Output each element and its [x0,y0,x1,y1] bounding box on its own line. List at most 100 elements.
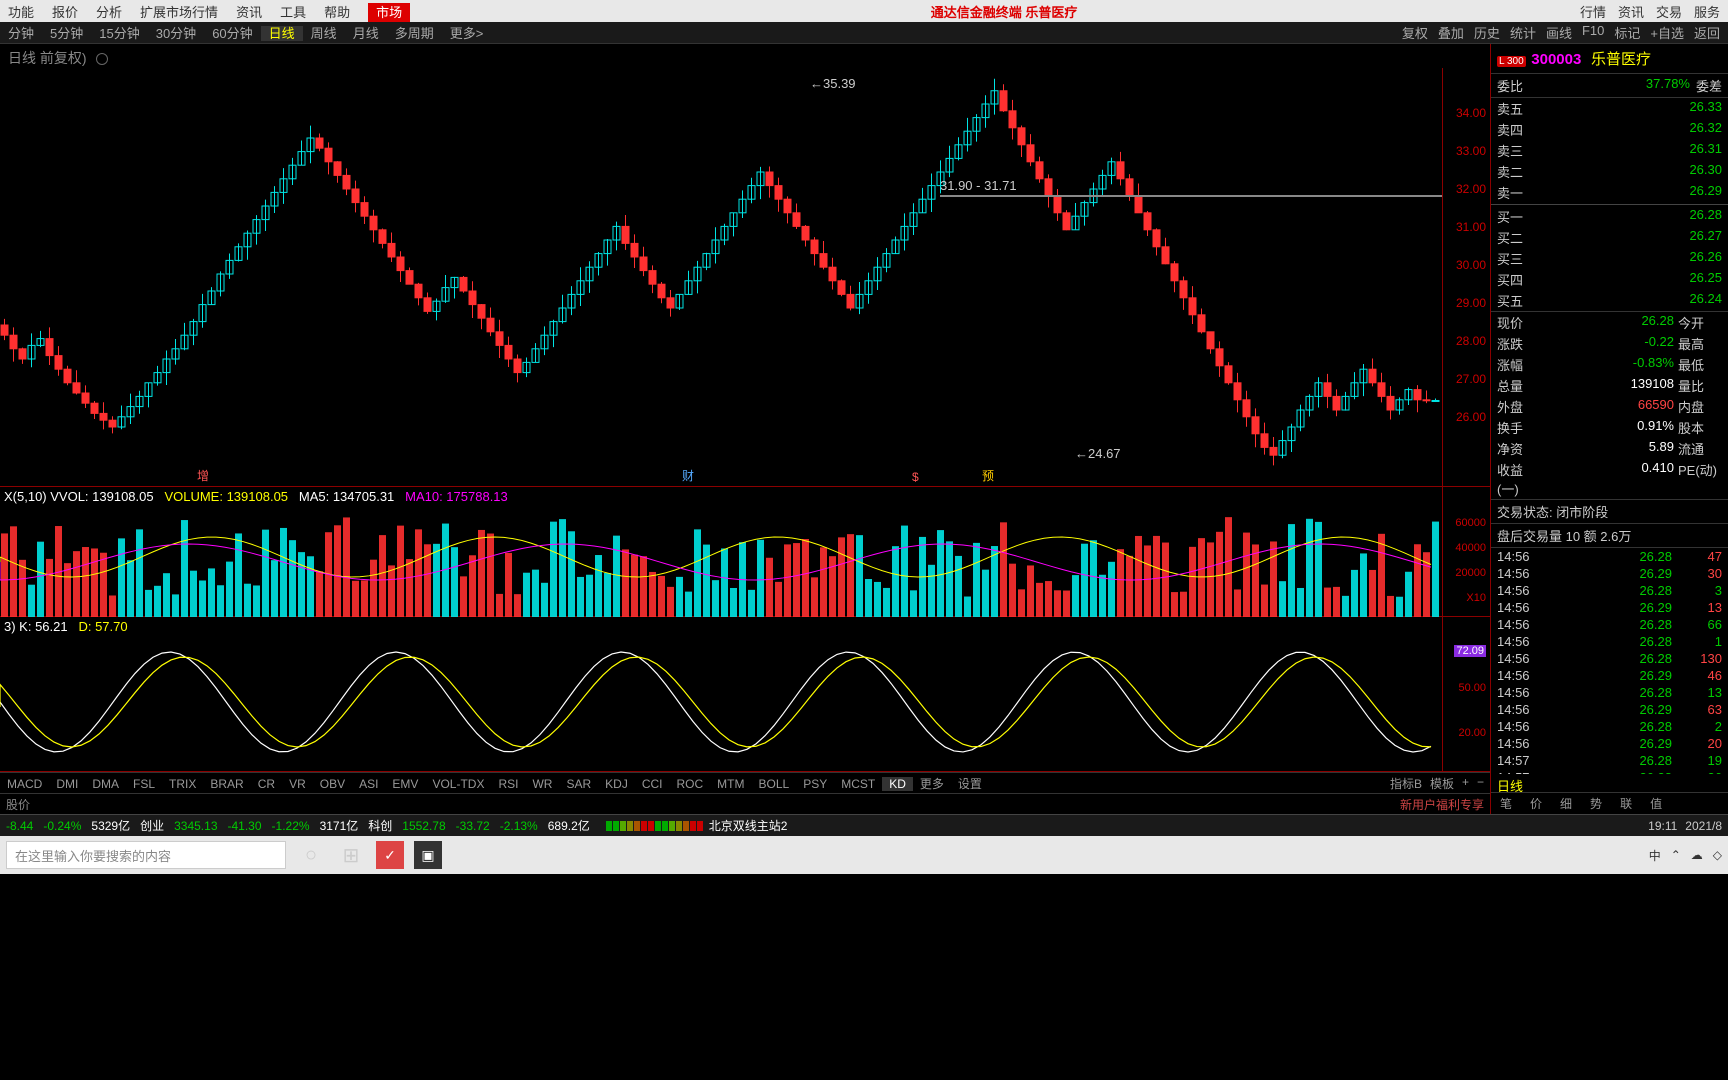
topbtn-交易[interactable]: 交易 [1656,2,1682,21]
tool-+自选[interactable]: +自选 [1650,23,1684,42]
menu-工具[interactable]: 工具 [280,5,306,20]
tool-历史[interactable]: 历史 [1474,23,1500,42]
yaxis-label: 28.00 [1456,334,1486,348]
indicator-MTM[interactable]: MTM [710,777,751,791]
topbtn-服务[interactable]: 服务 [1694,2,1720,21]
ind-right-+[interactable]: + [1462,775,1469,792]
indicator-ROC[interactable]: ROC [670,777,711,791]
indicator-FSL[interactable]: FSL [126,777,162,791]
cortana-icon[interactable]: ○ [296,840,326,870]
rp-tab-细[interactable]: 细 [1551,795,1581,812]
price-high-label: ←35.39 [810,76,856,91]
indicator-DMI[interactable]: DMI [49,777,85,791]
tray-icon[interactable]: ⌃ [1671,848,1681,862]
tf-月线[interactable]: 月线 [345,26,387,41]
app-icon-2[interactable]: ▣ [414,841,442,869]
system-tray[interactable]: 中 ⌃ ☁ ◇ [1649,847,1722,864]
yaxis-label: 30.00 [1456,258,1486,272]
indicator-设置[interactable]: 设置 [951,777,989,791]
ind-right-指标B[interactable]: 指标B [1390,775,1422,792]
stock-code[interactable]: 300003 [1531,51,1581,68]
indicator-TRIX[interactable]: TRIX [162,777,203,791]
tool-复权[interactable]: 复权 [1402,23,1428,42]
rp-tab-值[interactable]: 值 [1641,795,1671,812]
info-icon[interactable] [96,53,108,65]
rp-tab-笔[interactable]: 笔 [1491,795,1521,812]
indicator-BOLL[interactable]: BOLL [752,777,797,791]
tf-日线[interactable]: 日线 [261,26,303,41]
tick-row: 14:5626.2813 [1491,684,1728,701]
menu-报价[interactable]: 报价 [52,5,78,20]
search-input[interactable]: 在这里输入你要搜索的内容 [6,841,286,869]
indicator-BRAR[interactable]: BRAR [203,777,250,791]
heatmap-icon[interactable] [606,821,703,831]
indicator-OBV[interactable]: OBV [313,777,352,791]
tf-15分钟[interactable]: 15分钟 [91,26,147,41]
tray-icon[interactable]: ☁ [1691,848,1703,862]
tf-30分钟[interactable]: 30分钟 [148,26,204,41]
bid-row: 买一26.28 [1491,206,1728,227]
indicator-EMV[interactable]: EMV [385,777,425,791]
tf-多周期[interactable]: 多周期 [387,26,442,41]
event-marker[interactable]: $ [910,470,921,484]
footer-item: -33.72 [456,819,490,833]
menu-帮助[interactable]: 帮助 [324,5,350,20]
tool-叠加[interactable]: 叠加 [1438,23,1464,42]
ask-row: 卖三26.31 [1491,140,1728,161]
rp-tab-联[interactable]: 联 [1611,795,1641,812]
candlestick-panel[interactable]: ←35.39 ←24.67 31.90 - 31.71 34.0033.0032… [0,68,1490,487]
tf-60分钟[interactable]: 60分钟 [204,26,260,41]
ind-right-模板[interactable]: 模板 [1430,775,1454,792]
tool-统计[interactable]: 统计 [1510,23,1536,42]
horizontal-line[interactable] [940,195,1442,197]
indicator-KD[interactable]: KD [882,777,913,791]
app-icon-1[interactable]: ✓ [376,841,404,869]
tf-更多>[interactable]: 更多> [442,26,492,41]
volume-panel[interactable]: X(5,10) VVOL: 139108.05 VOLUME: 139108.0… [0,487,1490,617]
tray-icon[interactable]: 中 [1649,847,1661,864]
tf-分钟[interactable]: 分钟 [0,26,42,41]
stock-name[interactable]: 乐普医疗 [1591,51,1651,68]
topbtn-资讯[interactable]: 资讯 [1618,2,1644,21]
task-view-icon[interactable]: ⊞ [336,840,366,870]
tick-list[interactable]: 14:5626.284714:5626.293014:5626.28314:56… [1491,548,1728,774]
indicator-WR[interactable]: WR [525,777,559,791]
indicator-VOL-TDX[interactable]: VOL-TDX [425,777,491,791]
indicator-ASI[interactable]: ASI [352,777,385,791]
ind-right-−[interactable]: − [1477,775,1484,792]
indicator-MCST[interactable]: MCST [834,777,882,791]
menu-扩展市场行情[interactable]: 扩展市场行情 [140,5,218,20]
tool-画线[interactable]: 画线 [1546,23,1572,42]
indicator-KDJ[interactable]: KDJ [598,777,635,791]
indicator-RSI[interactable]: RSI [491,777,525,791]
topbtn-行情[interactable]: 行情 [1580,2,1606,21]
menu-market[interactable]: 市场 [368,3,410,22]
yaxis-label: 31.00 [1456,220,1486,234]
promo-link[interactable]: 新用户福利专享 [1400,796,1484,813]
tf-周线[interactable]: 周线 [303,26,345,41]
event-marker[interactable]: 财 [680,467,696,484]
tf-5分钟[interactable]: 5分钟 [42,26,91,41]
event-marker[interactable]: 增 [195,467,211,484]
kd-panel[interactable]: 3) K: 56.21 D: 57.70 72.0950.0020.00 [0,617,1490,772]
tool-标记[interactable]: 标记 [1614,23,1640,42]
tool-F10[interactable]: F10 [1582,23,1604,42]
footer-item: 3345.13 [174,819,217,833]
tool-返回[interactable]: 返回 [1694,23,1720,42]
event-marker[interactable]: 预 [980,467,996,484]
indicator-CR[interactable]: CR [251,777,282,791]
menu-资讯[interactable]: 资讯 [236,5,262,20]
station-label[interactable]: 北京双线主站2 [709,817,788,834]
indicator-SAR[interactable]: SAR [559,777,598,791]
indicator-PSY[interactable]: PSY [796,777,834,791]
menu-分析[interactable]: 分析 [96,5,122,20]
indicator-更多[interactable]: 更多 [913,777,951,791]
indicator-DMA[interactable]: DMA [85,777,126,791]
indicator-VR[interactable]: VR [282,777,313,791]
rp-tab-价[interactable]: 价 [1521,795,1551,812]
tray-icon[interactable]: ◇ [1713,848,1722,862]
rp-tab-势[interactable]: 势 [1581,795,1611,812]
menu-功能[interactable]: 功能 [8,5,34,20]
indicator-MACD[interactable]: MACD [0,777,49,791]
indicator-CCI[interactable]: CCI [635,777,670,791]
